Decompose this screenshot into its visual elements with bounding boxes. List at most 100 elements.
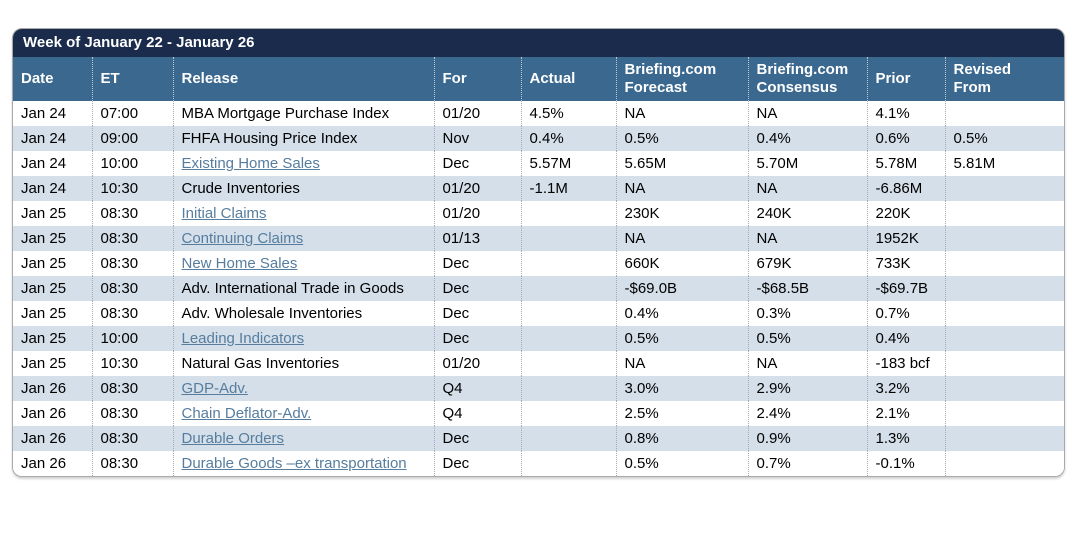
cell-actual: [520, 401, 616, 426]
cell-et: 08:30: [91, 301, 173, 326]
cell-actual: 0.4%: [520, 126, 616, 151]
cell-release: Natural Gas Inventories: [172, 351, 434, 376]
cell-release: FHFA Housing Price Index: [172, 126, 434, 151]
cell-date: Jan 24: [13, 176, 92, 201]
cell-revised: [944, 351, 1064, 376]
cell-et: 08:30: [91, 226, 173, 251]
cell-forecast: 660K: [615, 251, 748, 276]
table-row: Jan 26 08:30 GDP-Adv. Q4 3.0% 2.9% 3.2%: [13, 376, 1064, 401]
cell-release: Continuing Claims: [172, 226, 434, 251]
column-header-forecast: Briefing.com Forecast: [615, 57, 748, 101]
column-header-actual: Actual: [520, 57, 616, 101]
cell-et: 10:00: [91, 151, 173, 176]
cell-revised: [944, 451, 1064, 476]
cell-revised: [944, 376, 1064, 401]
cell-forecast: 5.65M: [615, 151, 748, 176]
cell-release: Leading Indicators: [172, 326, 434, 351]
cell-forecast: -$69.0B: [615, 276, 748, 301]
week-title-bar: Week of January 22 - January 26: [13, 29, 1064, 57]
cell-et: 09:00: [91, 126, 173, 151]
cell-for: Dec: [433, 301, 521, 326]
cell-prior: 3.2%: [866, 376, 945, 401]
table-row: Jan 25 08:30 Adv. International Trade in G…: [13, 276, 1064, 301]
cell-actual: [520, 301, 616, 326]
column-header-revised-from-label: Revised From: [953, 61, 1012, 96]
cell-for: Dec: [433, 451, 521, 476]
cell-for: 01/13: [433, 226, 521, 251]
cell-release: Adv. Wholesale Inventories: [172, 301, 434, 326]
cell-revised: [944, 326, 1064, 351]
cell-for: Dec: [433, 251, 521, 276]
release-link[interactable]: Durable Goods –ex transportation: [181, 455, 407, 472]
cell-date: Jan 26: [13, 376, 92, 401]
column-header-release: Release: [172, 57, 434, 101]
cell-revised: [944, 101, 1064, 126]
cell-date: Jan 25: [13, 301, 92, 326]
table-row: Jan 24 10:00 Existing Home Sales Dec 5.57M 5.…: [13, 151, 1064, 176]
cell-revised: 5.81M: [944, 151, 1064, 176]
cell-prior: -$69.7B: [866, 276, 945, 301]
cell-et: 08:30: [91, 276, 173, 301]
table-row: Jan 24 09:00 FHFA Housing Price Index Nov 0.…: [13, 126, 1064, 151]
cell-release: Crude Inventories: [172, 176, 434, 201]
cell-date: Jan 25: [13, 326, 92, 351]
cell-release: Existing Home Sales: [172, 151, 434, 176]
column-header-et: ET: [91, 57, 173, 101]
cell-forecast: NA: [615, 176, 748, 201]
cell-consensus: NA: [747, 101, 867, 126]
release-link[interactable]: Leading Indicators: [181, 330, 305, 347]
cell-revised: [944, 176, 1064, 201]
release-link[interactable]: Durable Orders: [181, 430, 285, 447]
cell-for: Nov: [433, 126, 521, 151]
cell-prior: 0.4%: [866, 326, 945, 351]
release-link[interactable]: Existing Home Sales: [181, 155, 320, 172]
table-header: Date ET Release For Actual Briefing.com …: [13, 57, 1064, 101]
cell-for: Q4: [433, 401, 521, 426]
cell-release: Chain Deflator-Adv.: [172, 401, 434, 426]
cell-date: Jan 26: [13, 451, 92, 476]
cell-actual: [520, 426, 616, 451]
cell-consensus: 2.9%: [747, 376, 867, 401]
release-link[interactable]: New Home Sales: [181, 255, 298, 272]
cell-actual: [520, 251, 616, 276]
cell-et: 08:30: [91, 401, 173, 426]
cell-date: Jan 25: [13, 276, 92, 301]
release-link[interactable]: Chain Deflator-Adv.: [181, 405, 312, 422]
release-link[interactable]: Continuing Claims: [181, 230, 304, 247]
cell-actual: [520, 376, 616, 401]
cell-forecast: 0.5%: [615, 126, 748, 151]
cell-release: Initial Claims: [172, 201, 434, 226]
release-link[interactable]: GDP-Adv.: [181, 380, 248, 397]
cell-release: GDP-Adv.: [172, 376, 434, 401]
cell-prior: -6.86M: [866, 176, 945, 201]
cell-for: 01/20: [433, 176, 521, 201]
cell-forecast: 230K: [615, 201, 748, 226]
cell-date: Jan 24: [13, 101, 92, 126]
table-row: Jan 26 08:30 Durable Goods –ex transportat…: [13, 451, 1064, 476]
cell-consensus: 0.7%: [747, 451, 867, 476]
header-row: Date ET Release For Actual Briefing.com …: [13, 57, 1064, 101]
cell-actual: [520, 226, 616, 251]
cell-actual: [520, 276, 616, 301]
cell-et: 10:00: [91, 326, 173, 351]
cell-consensus: 0.9%: [747, 426, 867, 451]
column-header-revised-from: Revised From: [944, 57, 1064, 101]
cell-forecast: 0.4%: [615, 301, 748, 326]
cell-date: Jan 25: [13, 226, 92, 251]
cell-consensus: 679K: [747, 251, 867, 276]
cell-prior: 4.1%: [866, 101, 945, 126]
cell-prior: 5.78M: [866, 151, 945, 176]
cell-forecast: 0.5%: [615, 326, 748, 351]
table-row: Jan 26 08:30 Durable Orders Dec 0.8% 0.9% 1.3%: [13, 426, 1064, 451]
cell-forecast: 0.8%: [615, 426, 748, 451]
table-row: Jan 25 08:30 Adv. Wholesale Inventories Dec…: [13, 301, 1064, 326]
release-link[interactable]: Initial Claims: [181, 205, 267, 222]
cell-et: 08:30: [91, 426, 173, 451]
cell-date: Jan 24: [13, 126, 92, 151]
cell-revised: 0.5%: [944, 126, 1064, 151]
cell-date: Jan 25: [13, 251, 92, 276]
table-row: Jan 25 10:00 Leading Indicators Dec 0.5% 0.5%…: [13, 326, 1064, 351]
cell-date: Jan 26: [13, 426, 92, 451]
cell-revised: [944, 226, 1064, 251]
